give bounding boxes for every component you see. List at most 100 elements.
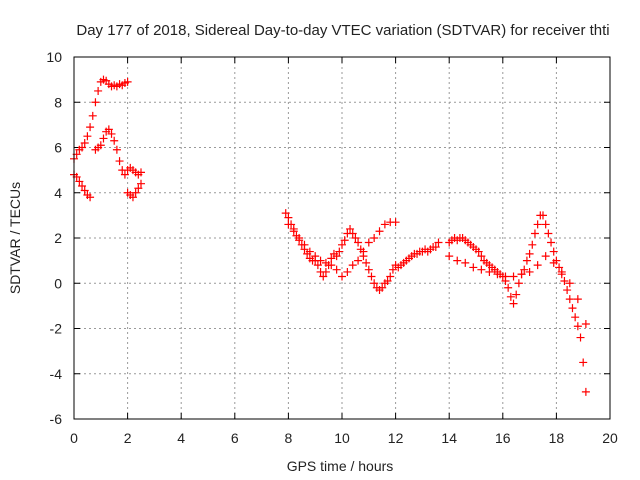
data-point: [544, 229, 553, 238]
data-point: [461, 258, 470, 267]
series-segment-early-upper: [70, 75, 132, 163]
data-point: [522, 256, 531, 265]
data-point: [504, 283, 513, 292]
x-tick-label: 12: [388, 430, 404, 446]
data-point: [579, 358, 588, 367]
data-point: [509, 272, 518, 281]
data-point: [453, 256, 462, 265]
data-point: [335, 247, 344, 256]
data-point: [493, 270, 502, 279]
data-point: [383, 276, 392, 285]
data-point: [359, 247, 368, 256]
data-point: [380, 220, 389, 229]
series-segment-midday: [281, 209, 443, 295]
data-point: [104, 125, 113, 134]
data-point: [533, 220, 542, 229]
data-point: [281, 209, 290, 218]
data-point: [364, 265, 373, 274]
data-point: [99, 134, 108, 143]
y-tick-label: -2: [50, 321, 63, 337]
y-tick-label: 8: [54, 94, 62, 110]
y-tick-label: -4: [50, 366, 63, 382]
data-point: [80, 138, 89, 147]
tick-layer: 0 2 4 6 8 10 12 14 16 18 20 -6 -4 -2 0 2 4 6 8 10: [46, 49, 618, 446]
data-point: [362, 258, 371, 267]
data-point: [549, 247, 558, 256]
data-point: [120, 170, 129, 179]
series-segment-early-lower: [70, 125, 145, 202]
data-point: [284, 220, 293, 229]
data-point: [80, 186, 89, 195]
data-point: [110, 136, 119, 145]
data-point: [388, 265, 397, 274]
data-point: [547, 238, 556, 247]
data-point: [86, 123, 95, 132]
data-point: [83, 132, 92, 141]
data-point: [581, 319, 590, 328]
y-tick-label: -6: [50, 411, 63, 427]
data-point: [474, 247, 483, 256]
data-point: [123, 77, 132, 86]
data-point: [134, 184, 143, 193]
plot-frame: [73, 56, 611, 420]
data-point: [321, 267, 330, 276]
data-point: [137, 168, 145, 177]
grid-layer: [74, 57, 610, 419]
series-segment-afternoon-branch: [445, 252, 590, 328]
data-point: [525, 267, 534, 276]
data-point: [391, 218, 400, 227]
data-point: [565, 279, 574, 288]
data-point: [348, 229, 357, 238]
data-point: [514, 279, 523, 288]
data-point: [563, 286, 572, 295]
x-axis-label: GPS time / hours: [287, 458, 394, 474]
data-point: [131, 188, 140, 197]
data-point: [375, 227, 384, 236]
data-point: [354, 238, 363, 247]
x-tick-label: 18: [549, 430, 565, 446]
data-point: [571, 313, 580, 322]
data-point: [346, 224, 355, 233]
y-tick-label: 2: [54, 230, 62, 246]
data-point: [96, 141, 105, 150]
data-point: [528, 240, 537, 249]
data-point: [115, 157, 124, 166]
data-point: [340, 236, 349, 245]
y-axis-label: SDTVAR / TECUs: [7, 182, 23, 294]
data-point: [321, 258, 330, 267]
data-point: [549, 258, 558, 267]
y-tick-label: 4: [54, 185, 62, 201]
data-point: [343, 267, 352, 276]
data-point: [568, 304, 577, 313]
x-tick-label: 14: [441, 430, 457, 446]
data-point: [319, 272, 328, 281]
x-tick-label: 2: [124, 430, 132, 446]
data-point: [434, 238, 443, 247]
data-point: [539, 211, 547, 220]
data-point: [351, 234, 360, 242]
data-point: [469, 263, 478, 272]
data-point: [300, 240, 309, 249]
data-point: [332, 252, 341, 261]
data-point: [378, 283, 387, 292]
data-point: [445, 252, 454, 261]
data-point: [573, 295, 582, 304]
data-point: [367, 272, 376, 281]
data-point: [525, 249, 534, 258]
data-point: [517, 270, 526, 279]
x-tick-label: 10: [334, 430, 350, 446]
x-tick-label: 4: [177, 430, 185, 446]
data-point: [311, 252, 320, 261]
data-point: [431, 243, 440, 252]
x-tick-label: 8: [285, 430, 293, 446]
y-tick-label: 0: [54, 275, 62, 291]
data-point: [289, 224, 298, 233]
data-point: [338, 272, 346, 281]
data-point: [477, 252, 486, 261]
data-point: [332, 265, 341, 274]
data-point: [78, 181, 87, 190]
data-point: [370, 279, 379, 288]
x-tick-label: 20: [602, 430, 618, 446]
data-point: [541, 220, 550, 229]
data-point: [327, 261, 336, 270]
